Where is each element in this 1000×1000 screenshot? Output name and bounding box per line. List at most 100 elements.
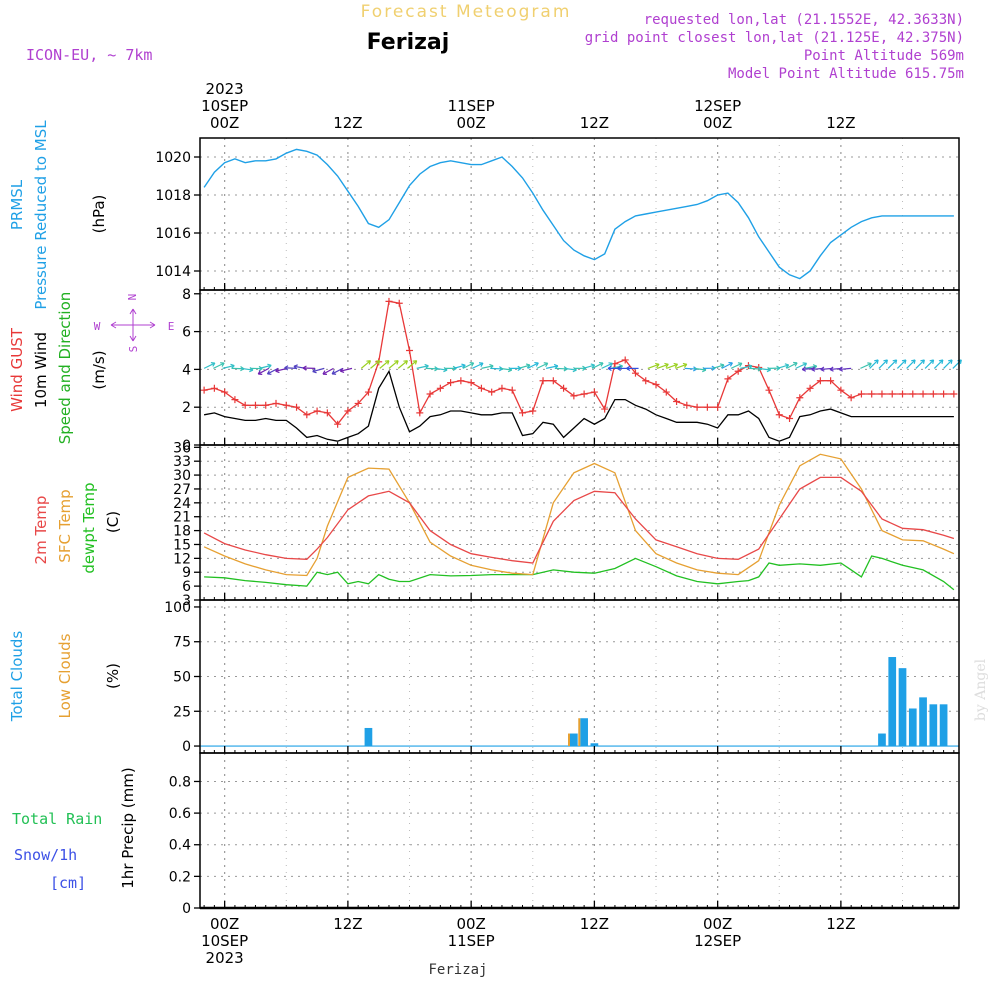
y-tick-label: 0 xyxy=(182,901,191,917)
2m-temp-line xyxy=(203,476,955,564)
wind-direction-arrow xyxy=(453,364,466,369)
wind-gust-marker xyxy=(447,379,455,387)
bottom-time-label: 12SEP xyxy=(694,932,741,950)
wind-gust-marker xyxy=(231,396,239,404)
wind-direction-arrowhead xyxy=(811,366,816,372)
wind-gust-marker xyxy=(827,377,835,385)
wind-direction-arrowhead xyxy=(820,366,825,372)
y-tick-label: 0 xyxy=(182,438,191,454)
wind-direction-arrowhead xyxy=(257,370,263,375)
wind-gust-marker xyxy=(601,405,609,413)
wind-direction-arrow xyxy=(267,367,279,375)
credit-label: by Angel xyxy=(973,658,989,721)
wind-direction-arrow xyxy=(795,362,807,369)
wind-direction-arrowhead xyxy=(911,359,916,364)
y-tick-label: 0.4 xyxy=(169,838,191,854)
wind-direction-arrow xyxy=(564,367,577,371)
y-tick-label: 36 xyxy=(173,440,191,456)
wind-direction-arrowhead xyxy=(366,360,372,365)
wind-direction-arrowhead xyxy=(590,363,596,369)
temp-label-2m: 2m Temp xyxy=(32,496,50,565)
wind-direction-arrowhead xyxy=(266,370,272,375)
y-tick-label: 24 xyxy=(173,496,191,512)
wind-gust-marker xyxy=(857,390,865,398)
wind-gust-marker xyxy=(765,386,773,394)
top-time-label: 12Z xyxy=(826,114,855,132)
wind-direction-arrow xyxy=(203,362,216,369)
model-label: ICON-EU, ~ 7km xyxy=(26,46,152,64)
bottom-time-label: 12Z xyxy=(580,915,609,933)
wind-direction-arrow xyxy=(860,362,872,369)
wind-label-gust: Wind GUST xyxy=(8,327,26,412)
wind-gust-marker xyxy=(334,420,342,428)
wind-direction-arrow xyxy=(666,363,678,369)
wind-direction-arrow xyxy=(582,364,595,369)
wind-direction-arrowhead xyxy=(901,359,907,364)
wind-direction-arrow xyxy=(675,363,688,369)
y-tick-label: 30 xyxy=(173,468,191,484)
wind-direction-arrow xyxy=(331,367,344,375)
wind-direction-arrowhead xyxy=(812,364,818,370)
panel-frame-precip xyxy=(199,752,960,909)
precip-unit: 1hr Precip (mm) xyxy=(119,767,137,888)
dewpoint-line xyxy=(204,555,955,591)
wind-gust-marker xyxy=(929,390,937,398)
wind-direction-arrow xyxy=(416,365,429,369)
wind-gust-marker xyxy=(467,379,475,387)
wind-direction-arrow xyxy=(647,363,660,369)
location-title: Ferizaj xyxy=(367,30,450,55)
wind-gust-marker xyxy=(200,386,208,394)
wind-gust-marker xyxy=(806,384,814,392)
model-altitude: Model Point Altitude 615.75m xyxy=(728,66,964,82)
wind-gust-marker xyxy=(570,392,578,400)
wind-gust-marker xyxy=(293,403,301,411)
pressure-unit: (hPa) xyxy=(90,195,108,234)
wind-gust-marker xyxy=(786,415,794,423)
y-tick-label: 2 xyxy=(182,400,191,416)
wind-direction-arrowhead xyxy=(607,365,612,372)
total-clouds-bar xyxy=(878,733,886,747)
y-tick-label: 9 xyxy=(182,565,191,581)
temp-label-sfc: SFC Temp xyxy=(56,489,74,562)
panel-frame-pressure xyxy=(199,137,960,291)
bottom-time-label: 00Z xyxy=(456,915,485,933)
wind-direction-arrow xyxy=(839,367,852,371)
grid-layer xyxy=(200,138,959,908)
compass-w: W xyxy=(94,320,101,333)
y-tick-label: 4 xyxy=(182,362,191,378)
wind-label-10m: 10m Wind xyxy=(32,332,50,408)
wind-direction-arrow xyxy=(259,364,272,369)
y-tick-label: 0.2 xyxy=(169,869,191,885)
wind-direction-arrow xyxy=(545,365,558,369)
wind-direction-arrowhead xyxy=(543,362,549,367)
wind-direction-arrowhead xyxy=(331,370,337,375)
wind-gust-marker xyxy=(888,390,896,398)
top-time-label: 00Z xyxy=(456,114,485,132)
wind-gust-marker xyxy=(580,390,588,398)
clouds-label-total: Total Clouds xyxy=(8,631,26,723)
wind-direction-arrowhead xyxy=(737,362,743,368)
wind-gust-marker xyxy=(539,377,547,385)
y-tick-label: 1018 xyxy=(155,188,191,204)
wind-direction-arrow xyxy=(397,360,408,369)
y-tick-label: 33 xyxy=(173,454,191,470)
top-time-label: 10SEP xyxy=(201,97,248,115)
total-clouds-bar xyxy=(908,708,917,747)
wind-direction-arrowhead xyxy=(275,367,280,374)
wind-direction-arrowhead xyxy=(598,361,604,367)
wind-direction-arrow xyxy=(481,365,494,369)
wind-direction-arrow xyxy=(740,365,753,369)
wind-gust-marker xyxy=(631,369,639,377)
wind-direction-arrow xyxy=(943,359,953,369)
bottom-time-label: 11SEP xyxy=(448,932,495,950)
wind-direction-arrowhead xyxy=(838,366,844,372)
clouds-label-low: Low Clouds xyxy=(56,633,74,718)
wind-direction-arrowhead xyxy=(525,363,531,369)
wind-gust-marker xyxy=(796,394,804,402)
bottom-time-label: 12Z xyxy=(333,915,362,933)
footer-location: Ferizaj xyxy=(428,962,487,978)
wind-direction-arrow xyxy=(721,362,733,369)
clouds-unit: (%) xyxy=(104,663,122,689)
y-tick-label: 8 xyxy=(182,287,191,303)
